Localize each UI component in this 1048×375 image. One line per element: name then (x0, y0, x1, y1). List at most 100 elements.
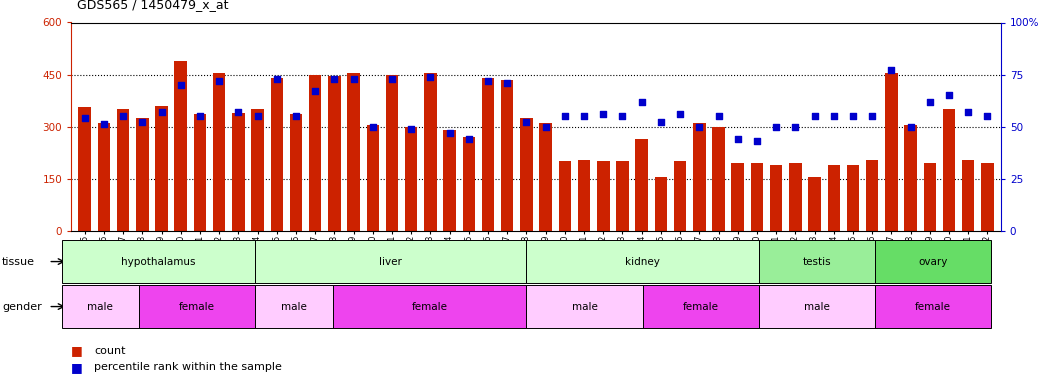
Bar (732, 163, 744, 231)
Point (460, 136, 477, 142)
Point (941, 92, 958, 98)
Bar (962, 159, 975, 231)
Text: male: male (571, 302, 597, 312)
Point (384, 76, 400, 82)
Text: male: male (804, 302, 830, 312)
Bar (117, 109, 129, 231)
Point (556, 113, 573, 119)
Point (864, 113, 880, 119)
Bar (79, 108, 91, 231)
Point (249, 113, 266, 119)
Bar (213, 73, 225, 231)
Point (402, 126, 419, 132)
Bar (559, 161, 571, 231)
Text: hypothalamus: hypothalamus (122, 256, 196, 267)
Text: gender: gender (2, 302, 42, 312)
Bar (252, 109, 264, 231)
Point (787, 124, 804, 130)
Point (653, 119, 670, 125)
Bar (443, 130, 456, 231)
Bar (808, 177, 821, 231)
Point (921, 99, 938, 105)
Bar (847, 165, 859, 231)
Text: male: male (281, 302, 307, 312)
Bar (770, 165, 783, 231)
Bar (386, 75, 398, 231)
Bar (405, 127, 417, 231)
Bar (750, 163, 763, 231)
Point (806, 113, 823, 119)
Bar (194, 114, 206, 231)
Point (729, 136, 746, 142)
Bar (540, 123, 552, 231)
Point (979, 113, 996, 119)
Point (518, 119, 534, 125)
Bar (136, 118, 149, 231)
Point (633, 99, 650, 105)
Point (287, 113, 304, 119)
Point (768, 124, 785, 130)
Text: female: female (412, 302, 447, 312)
Point (672, 111, 689, 117)
Bar (674, 161, 686, 231)
Point (595, 111, 612, 117)
Bar (923, 163, 936, 231)
Point (845, 113, 861, 119)
Point (307, 88, 324, 94)
Point (826, 113, 843, 119)
Bar (424, 73, 437, 231)
Bar (270, 78, 283, 231)
Text: female: female (915, 302, 951, 312)
Bar (828, 165, 840, 231)
Bar (289, 114, 302, 231)
Point (902, 124, 919, 130)
Bar (462, 137, 475, 231)
Text: percentile rank within the sample: percentile rank within the sample (94, 363, 282, 372)
Bar (616, 161, 629, 231)
Point (211, 78, 227, 84)
Bar (904, 125, 917, 231)
Bar (155, 106, 168, 231)
Point (365, 124, 381, 130)
Point (345, 76, 362, 82)
Point (614, 113, 631, 119)
Bar (367, 125, 379, 231)
Point (575, 113, 592, 119)
Point (480, 78, 497, 84)
Bar (635, 139, 648, 231)
Bar (886, 73, 897, 231)
Point (268, 76, 285, 82)
Text: ■: ■ (71, 344, 83, 357)
Text: female: female (179, 302, 215, 312)
Point (230, 109, 246, 115)
Bar (347, 73, 359, 231)
Point (499, 80, 516, 86)
Point (172, 82, 189, 88)
Point (153, 109, 170, 115)
Point (960, 109, 977, 115)
Text: female: female (682, 302, 719, 312)
Point (538, 124, 554, 130)
Text: ■: ■ (71, 361, 83, 374)
Bar (520, 118, 532, 231)
Text: male: male (87, 302, 113, 312)
Point (422, 74, 439, 80)
Bar (693, 123, 705, 231)
Bar (597, 161, 610, 231)
Bar (577, 159, 590, 231)
Bar (309, 75, 322, 231)
Point (114, 113, 131, 119)
Text: GDS565 / 1450479_x_at: GDS565 / 1450479_x_at (77, 0, 228, 11)
Text: liver: liver (379, 256, 402, 267)
Bar (789, 163, 802, 231)
Point (748, 138, 765, 144)
Text: testis: testis (803, 256, 831, 267)
Bar (713, 127, 725, 231)
Bar (981, 163, 994, 231)
Bar (232, 112, 244, 231)
Point (77, 115, 93, 121)
Bar (501, 80, 514, 231)
Bar (328, 76, 341, 231)
Point (326, 76, 343, 82)
Point (711, 113, 727, 119)
